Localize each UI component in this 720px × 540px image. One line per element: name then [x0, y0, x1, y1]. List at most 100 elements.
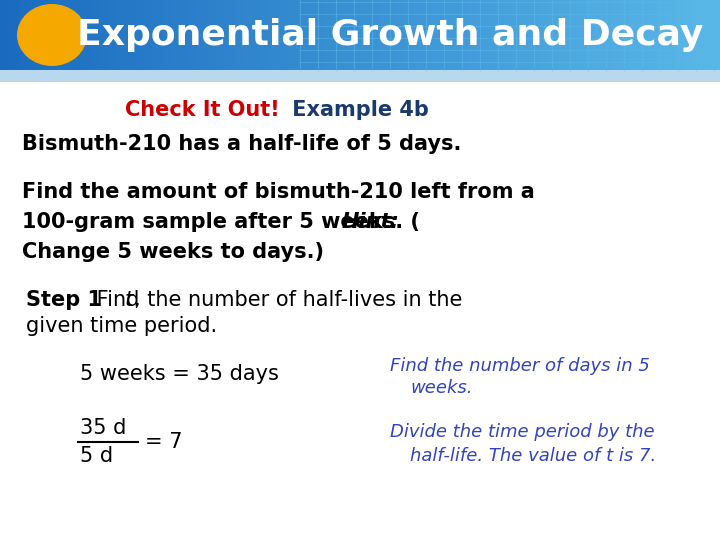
Text: given time period.: given time period. [26, 316, 217, 336]
Bar [108, 0, 118, 70]
Bar [270, 0, 280, 70]
Text: 100-gram sample after 5 weeks. (: 100-gram sample after 5 weeks. ( [22, 212, 420, 232]
Bar [585, 0, 595, 70]
Bar [459, 0, 469, 70]
Text: weeks.: weeks. [410, 379, 472, 397]
Bar [396, 0, 406, 70]
Bar [324, 0, 334, 70]
Text: Find: Find [90, 290, 146, 310]
Ellipse shape [17, 4, 87, 66]
Bar [594, 0, 604, 70]
Bar [414, 0, 424, 70]
Bar [576, 0, 586, 70]
Bar [243, 0, 253, 70]
Bar [189, 0, 199, 70]
Bar [162, 0, 172, 70]
Bar [9, 0, 19, 70]
Bar [549, 0, 559, 70]
Bar [540, 0, 550, 70]
Bar [288, 0, 298, 70]
Text: 5 d: 5 d [80, 446, 113, 466]
Text: Bismuth-210 has a half-life of 5 days.: Bismuth-210 has a half-life of 5 days. [22, 134, 462, 154]
Bar [513, 0, 523, 70]
Bar [135, 0, 145, 70]
Text: = 7: = 7 [145, 432, 182, 452]
Bar [369, 0, 379, 70]
Bar [333, 0, 343, 70]
Bar [207, 0, 217, 70]
Text: Exponential Growth and Decay: Exponential Growth and Decay [77, 18, 703, 52]
Bar [72, 0, 82, 70]
Bar [225, 0, 235, 70]
Text: t: t [125, 290, 133, 310]
Bar [306, 0, 316, 70]
Bar [666, 0, 676, 70]
Text: Find the amount of bismuth-210 left from a: Find the amount of bismuth-210 left from… [22, 182, 535, 202]
Bar [216, 0, 226, 70]
Bar [342, 0, 352, 70]
Bar [558, 0, 568, 70]
Bar [603, 0, 613, 70]
Bar [648, 0, 658, 70]
Bar [450, 0, 460, 70]
Bar [378, 0, 388, 70]
Bar [441, 0, 451, 70]
Bar [81, 0, 91, 70]
Bar [0, 0, 10, 70]
Bar [675, 0, 685, 70]
Bar [153, 0, 163, 70]
Bar [405, 0, 415, 70]
Bar [54, 0, 64, 70]
Bar [711, 0, 720, 70]
Text: Hint:: Hint: [342, 212, 400, 232]
Text: Divide the time period by the: Divide the time period by the [390, 423, 654, 441]
Bar [360, 0, 370, 70]
Bar [90, 0, 100, 70]
Text: Step 1: Step 1 [26, 290, 102, 310]
Bar [495, 0, 505, 70]
Bar [0, 70, 720, 82]
Text: half-life. The value of t is 7.: half-life. The value of t is 7. [410, 447, 656, 465]
Bar [522, 0, 532, 70]
Bar [144, 0, 154, 70]
Bar [423, 0, 433, 70]
Bar [63, 0, 73, 70]
Bar [45, 0, 55, 70]
Bar [198, 0, 208, 70]
Bar [693, 0, 703, 70]
Bar [432, 0, 442, 70]
Bar [477, 0, 487, 70]
Bar [27, 0, 37, 70]
Text: Find the number of days in 5: Find the number of days in 5 [390, 357, 650, 375]
Bar [171, 0, 181, 70]
Bar [657, 0, 667, 70]
Bar [297, 0, 307, 70]
Bar [315, 0, 325, 70]
Bar [504, 0, 514, 70]
Bar [279, 0, 289, 70]
Bar [117, 0, 127, 70]
Bar [387, 0, 397, 70]
Bar [486, 0, 496, 70]
Bar [621, 0, 631, 70]
Text: 35 d: 35 d [80, 418, 127, 438]
Text: Check It Out!: Check It Out! [125, 100, 280, 120]
Text: Change 5 weeks to days.): Change 5 weeks to days.) [22, 242, 324, 262]
Bar [126, 0, 136, 70]
Bar [36, 0, 46, 70]
Bar [684, 0, 694, 70]
Text: Example 4b: Example 4b [285, 100, 429, 120]
Bar [99, 0, 109, 70]
Bar [351, 0, 361, 70]
Text: , the number of half-lives in the: , the number of half-lives in the [134, 290, 462, 310]
Bar [252, 0, 262, 70]
Bar [180, 0, 190, 70]
Bar [18, 0, 28, 70]
Bar [702, 0, 712, 70]
Bar [234, 0, 244, 70]
Bar [630, 0, 640, 70]
Bar [531, 0, 541, 70]
Bar [567, 0, 577, 70]
Bar [612, 0, 622, 70]
Bar [468, 0, 478, 70]
